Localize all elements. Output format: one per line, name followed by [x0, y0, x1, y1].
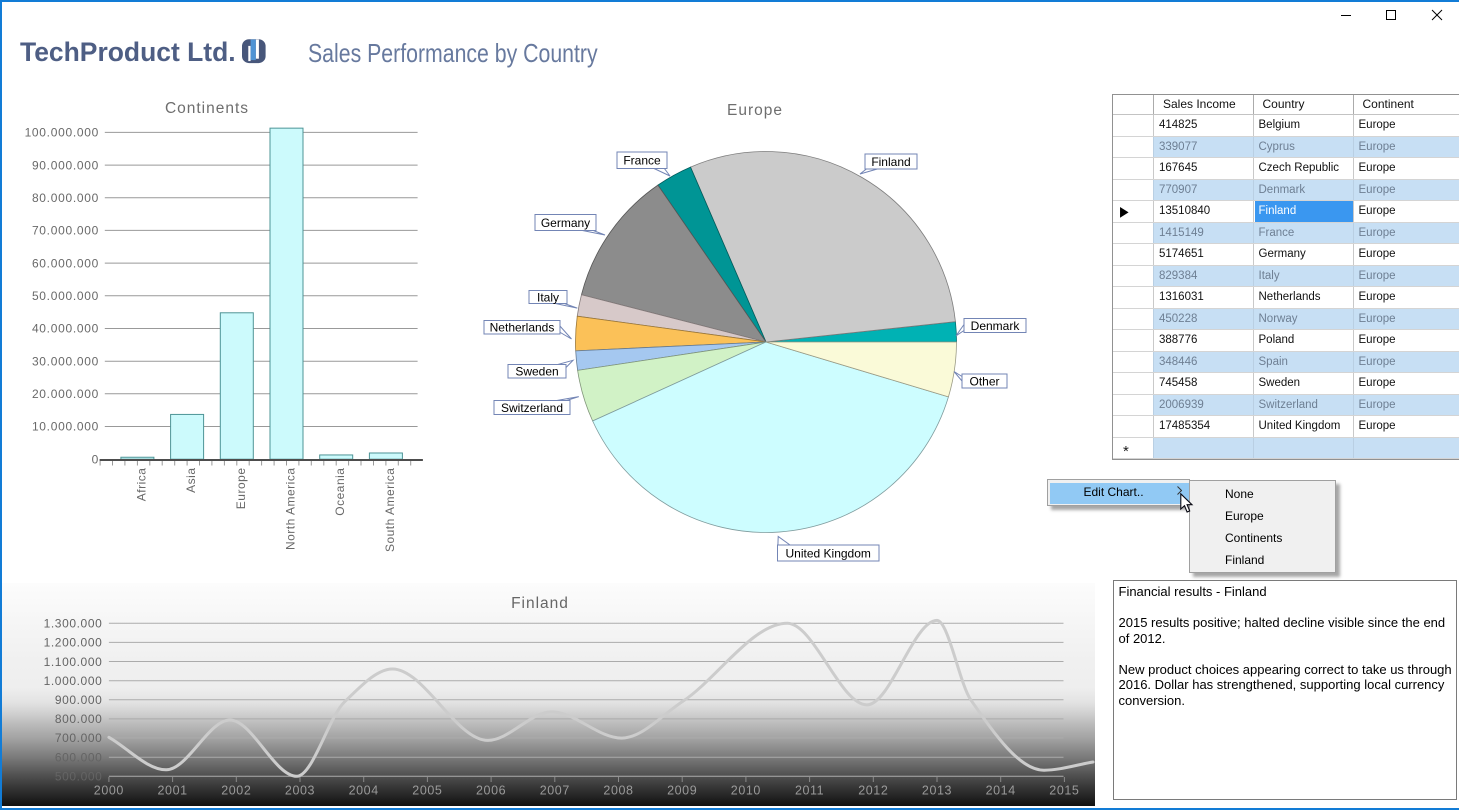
- svg-text:2002: 2002: [221, 784, 251, 798]
- svg-text:0: 0: [92, 452, 99, 466]
- svg-text:60.000.000: 60.000.000: [32, 256, 99, 270]
- svg-text:Other: Other: [969, 374, 999, 388]
- svg-text:500.000: 500.000: [55, 770, 103, 784]
- svg-text:North America: North America: [284, 468, 298, 551]
- svg-text:South America: South America: [383, 468, 397, 553]
- svg-text:2013: 2013: [922, 784, 952, 798]
- svg-text:2007: 2007: [540, 784, 570, 798]
- svg-text:Italy: Italy: [537, 290, 559, 304]
- svg-text:Oceania: Oceania: [333, 468, 347, 516]
- svg-text:800.000: 800.000: [55, 712, 103, 726]
- svg-text:2000: 2000: [94, 784, 124, 798]
- svg-text:United Kingdom: United Kingdom: [786, 546, 871, 560]
- svg-text:1.200.000: 1.200.000: [44, 636, 103, 650]
- svg-text:2006: 2006: [476, 784, 506, 798]
- svg-text:80.000.000: 80.000.000: [32, 191, 99, 205]
- svg-text:100.000.000: 100.000.000: [25, 126, 99, 140]
- svg-text:Finland: Finland: [871, 155, 910, 169]
- svg-text:2008: 2008: [603, 784, 633, 798]
- svg-text:Denmark: Denmark: [971, 319, 1021, 333]
- svg-text:Africa: Africa: [134, 468, 148, 502]
- svg-text:Finland: Finland: [511, 595, 569, 612]
- svg-text:2003: 2003: [285, 784, 315, 798]
- svg-text:Asia: Asia: [184, 468, 198, 493]
- svg-text:Switzerland: Switzerland: [501, 401, 563, 415]
- svg-text:Continents: Continents: [165, 100, 249, 117]
- svg-text:20.000.000: 20.000.000: [32, 387, 99, 401]
- svg-text:Sweden: Sweden: [515, 365, 558, 379]
- svg-text:2011: 2011: [795, 784, 824, 798]
- svg-text:10.000.000: 10.000.000: [32, 420, 99, 434]
- svg-text:Europe: Europe: [727, 102, 783, 119]
- svg-text:1.300.000: 1.300.000: [44, 617, 103, 631]
- svg-text:30.000.000: 30.000.000: [32, 354, 99, 368]
- svg-text:40.000.000: 40.000.000: [32, 322, 99, 336]
- svg-text:900.000: 900.000: [55, 693, 103, 707]
- svg-text:2012: 2012: [858, 784, 888, 798]
- svg-text:2014: 2014: [986, 784, 1016, 798]
- svg-text:2015: 2015: [1049, 784, 1079, 798]
- svg-text:700.000: 700.000: [55, 731, 103, 745]
- svg-text:2010: 2010: [731, 784, 761, 798]
- svg-text:Netherlands: Netherlands: [490, 321, 555, 335]
- svg-text:70.000.000: 70.000.000: [32, 224, 99, 238]
- svg-text:2009: 2009: [667, 784, 697, 798]
- svg-text:2005: 2005: [412, 784, 442, 798]
- svg-text:1.100.000: 1.100.000: [44, 655, 103, 669]
- svg-text:2004: 2004: [349, 784, 379, 798]
- svg-text:Europe: Europe: [234, 468, 248, 510]
- svg-text:90.000.000: 90.000.000: [32, 158, 99, 172]
- svg-text:France: France: [623, 154, 661, 168]
- svg-text:Germany: Germany: [541, 216, 590, 230]
- svg-text:50.000.000: 50.000.000: [32, 289, 99, 303]
- svg-text:600.000: 600.000: [55, 750, 103, 764]
- svg-text:2001: 2001: [157, 784, 187, 798]
- svg-text:1.000.000: 1.000.000: [44, 674, 103, 688]
